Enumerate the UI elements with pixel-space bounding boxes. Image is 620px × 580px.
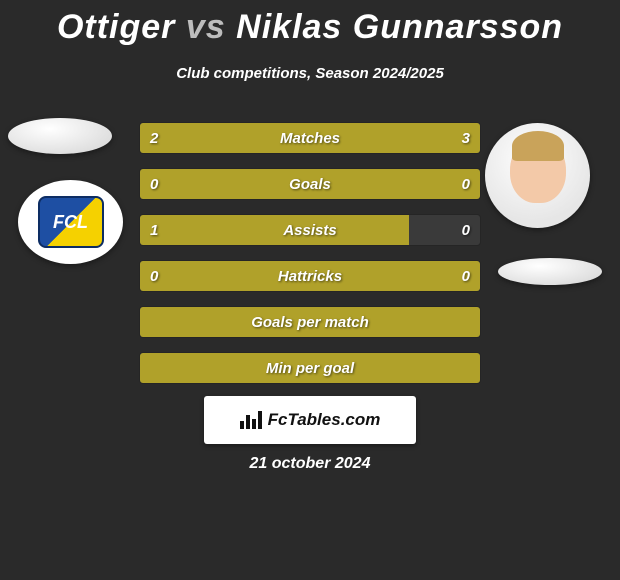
stat-row: 00Hattricks [139,260,481,292]
stat-row: 00Goals [139,168,481,200]
stat-label: Assists [140,215,480,245]
stat-label: Goals [140,169,480,199]
bar-chart-icon [240,411,262,429]
player1-team-logo: FCL [18,180,123,264]
stat-row: Goals per match [139,306,481,338]
title-player2: Niklas Gunnarsson [236,8,563,46]
stat-label: Matches [140,123,480,153]
team-shield-icon: FCL [38,196,104,248]
face-icon [485,123,590,228]
stat-row: Min per goal [139,352,481,384]
title-player1: Ottiger [57,8,175,46]
title: Ottiger vs Niklas Gunnarsson [0,0,620,47]
subtitle: Club competitions, Season 2024/2025 [0,65,620,82]
stat-label: Goals per match [140,307,480,337]
stat-row: 23Matches [139,122,481,154]
player1-avatar-placeholder [8,118,112,154]
brand-text: FcTables.com [268,410,381,430]
stat-row: 10Assists [139,214,481,246]
stats-bars: 23Matches 00Goals 10Assists 00Hattricks Goal… [139,122,481,398]
footer-date: 21 october 2024 [0,455,620,473]
stat-label: Min per goal [140,353,480,383]
footer-brand: FcTables.com [204,396,416,444]
player2-team-placeholder [498,258,602,285]
title-vs: vs [186,8,226,46]
stat-label: Hattricks [140,261,480,291]
player2-avatar [485,123,590,228]
